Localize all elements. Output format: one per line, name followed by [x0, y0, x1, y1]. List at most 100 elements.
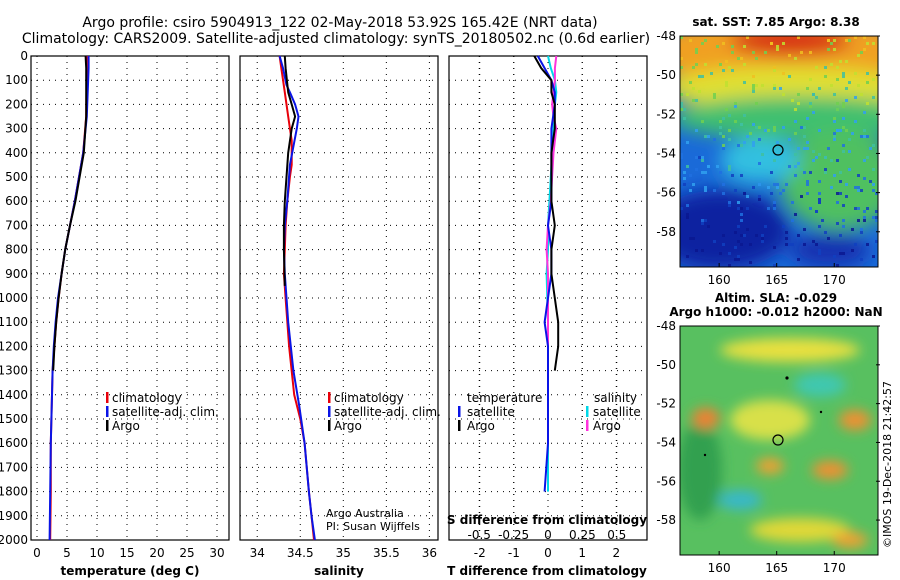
- sst-pixel: [875, 192, 878, 195]
- sst-pixel: [740, 243, 743, 246]
- map-lat-label: -54: [656, 435, 676, 449]
- sst-pixel: [686, 165, 689, 168]
- sst-pixel: [764, 225, 767, 228]
- sst-pixel: [701, 249, 704, 252]
- sst-pixel: [713, 240, 716, 243]
- sst-pixel: [818, 249, 821, 252]
- sst-pixel: [833, 48, 836, 51]
- s-difference-tick-label: 0.25: [569, 528, 596, 542]
- sst-pixel: [680, 108, 683, 111]
- temperature-tick-label: 20: [149, 546, 164, 560]
- map-lat-label: -52: [656, 107, 676, 121]
- sla-island-3: [703, 453, 707, 457]
- sst-pixel: [749, 132, 752, 135]
- sst-cold-pool: [680, 190, 790, 267]
- sst-pixel: [857, 219, 860, 222]
- sst-pixel: [734, 120, 737, 123]
- sst-pixel: [845, 60, 848, 63]
- sst-pixel: [680, 36, 683, 39]
- sst-pixel: [824, 231, 827, 234]
- sst-pixel: [785, 231, 788, 234]
- sst-pixel: [860, 228, 863, 231]
- sst-pixel: [797, 36, 800, 39]
- sst-pixel: [758, 198, 761, 201]
- sst-pixel: [800, 168, 803, 171]
- sst-pixel: [695, 63, 698, 66]
- sst-pixel: [851, 228, 854, 231]
- sla-yellow-south: [750, 518, 850, 542]
- sla-orange-south1: [756, 458, 784, 474]
- t-difference-argo-line: [533, 55, 560, 371]
- legend-swatch-s-argo: [586, 420, 589, 431]
- sst-pixel: [791, 99, 794, 102]
- sst-pixel: [824, 75, 827, 78]
- sst-pixel: [803, 243, 806, 246]
- sst-pixel: [731, 45, 734, 48]
- map-lon-label: 165: [765, 273, 788, 287]
- sst-pixel: [734, 258, 737, 261]
- sst-map: [680, 36, 878, 267]
- sst-pixel: [773, 207, 776, 210]
- sst-pixel: [872, 168, 875, 171]
- map-lon-label: 160: [708, 561, 731, 575]
- sst-pixel: [797, 162, 800, 165]
- sst-cold-east: [790, 232, 870, 267]
- s-difference-tick-label: 0.5: [607, 528, 626, 542]
- sst-pixel: [794, 57, 797, 60]
- depth-tick-label: 300: [5, 122, 28, 136]
- sst-pixel: [794, 153, 797, 156]
- sst-pixel: [842, 75, 845, 78]
- sst-pixel: [686, 216, 689, 219]
- sst-pixel: [842, 219, 845, 222]
- sst-pixel: [713, 93, 716, 96]
- sst-pixel: [689, 81, 692, 84]
- sst-pixel: [857, 174, 860, 177]
- legend-swatch-t-argo: [458, 420, 461, 431]
- sst-pixel: [713, 96, 716, 99]
- sst-pixel: [728, 201, 731, 204]
- map-lat-label: -56: [656, 186, 676, 200]
- sst-pixel: [845, 39, 848, 42]
- sst-pixel: [872, 216, 875, 219]
- legend-label-satellite-adj: satellite-adj. clim.: [334, 405, 441, 419]
- sst-pixel: [683, 108, 686, 111]
- sst-pixel: [872, 255, 875, 258]
- sst-pixel: [686, 213, 689, 216]
- sst-pixel: [758, 126, 761, 129]
- sst-pixel: [782, 42, 785, 45]
- t-difference-tick-label: -1: [508, 546, 520, 560]
- sst-pixel: [803, 126, 806, 129]
- salinity-tick-label: 35: [336, 546, 351, 560]
- sst-pixel: [788, 138, 791, 141]
- map-lat-label: -52: [656, 397, 676, 411]
- sst-pixel: [686, 255, 689, 258]
- sst-pixel: [818, 252, 821, 255]
- map-lat-label: -54: [656, 146, 676, 160]
- sst-pixel: [833, 39, 836, 42]
- sst-pixel: [857, 54, 860, 57]
- sst-pixel: [743, 114, 746, 117]
- sla-map-title-line2: Argo h1000: -0.012 h2000: NaN: [669, 305, 882, 319]
- sla-cyan-south: [718, 490, 762, 510]
- sla-orange-west: [692, 408, 720, 428]
- t-difference-tick-label: 0: [544, 546, 552, 560]
- sla-orange-corner: [832, 532, 868, 548]
- sst-pixel: [833, 117, 836, 120]
- s-difference-argo-line: [545, 55, 558, 347]
- sst-pixel: [773, 66, 776, 69]
- sst-pixel: [857, 84, 860, 87]
- sst-pixel: [842, 126, 845, 129]
- figure-title-line2: Climatology: CARS2009. Satellite-adjuste…: [22, 31, 650, 47]
- sst-pixel: [797, 102, 800, 105]
- sst-pixel: [746, 207, 749, 210]
- sst-pixel: [791, 219, 794, 222]
- sst-pixel: [695, 168, 698, 171]
- sst-pixel: [806, 141, 809, 144]
- sst-pixel: [866, 156, 869, 159]
- map-lat-label: -50: [656, 68, 676, 82]
- sst-pixel: [857, 207, 860, 210]
- sst-pixel: [842, 144, 845, 147]
- temperature-tick-label: 25: [179, 546, 194, 560]
- sst-pixel: [875, 210, 878, 213]
